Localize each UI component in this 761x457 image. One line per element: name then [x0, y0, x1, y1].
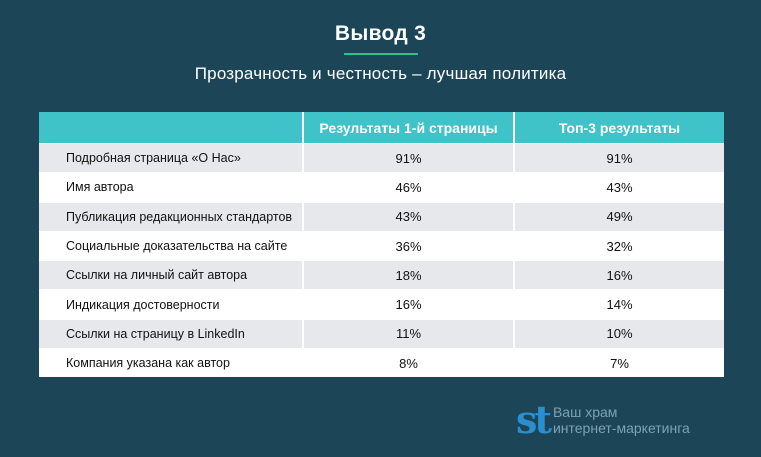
row-label: Ссылки на страницу в LinkedIn — [39, 318, 303, 349]
page1-value: 91% — [302, 142, 514, 173]
page-subtitle: Прозрачность и честность – лучшая полити… — [194, 64, 567, 83]
page-title: Вывод 3 — [334, 22, 427, 45]
table-row: Ссылки на страницу в LinkedIn 11% 10% — [39, 318, 724, 349]
top3-value: 43% — [513, 172, 724, 203]
row-label: Публикация редакционных стандартов — [39, 201, 303, 232]
comparison-table: Результаты 1-й страницы Топ-3 результаты… — [39, 112, 724, 378]
table-row: Имя автора 46% 43% — [39, 172, 724, 203]
column-header-factor — [39, 112, 303, 144]
column-header-page1: Результаты 1-й страницы — [302, 112, 514, 144]
top3-value: 7% — [513, 348, 724, 378]
page1-value: 16% — [302, 289, 514, 320]
row-label: Имя автора — [39, 172, 303, 203]
table-row: Подробная страница «О Нас» 91% 91% — [39, 142, 724, 173]
top3-value: 91% — [513, 142, 724, 173]
top3-value: 16% — [513, 260, 724, 290]
title-underline — [344, 53, 418, 55]
page1-value: 36% — [302, 230, 514, 261]
column-header-top3: Топ-3 результаты — [513, 112, 724, 144]
page1-value: 46% — [302, 172, 514, 203]
table-row: Публикация редакционных стандартов 43% 4… — [39, 201, 724, 232]
row-label: Индикация достоверности — [39, 289, 303, 320]
table-header-row: Результаты 1-й страницы Топ-3 результаты — [39, 112, 724, 144]
page1-value: 11% — [302, 318, 514, 349]
row-label: Компания указана как автор — [39, 348, 303, 378]
top3-value: 49% — [513, 201, 724, 232]
table-row: Социальные доказательства на сайте 36% 3… — [39, 230, 724, 261]
table-row: Индикация достоверности 16% 14% — [39, 289, 724, 320]
table-row: Компания указана как автор 8% 7% — [39, 348, 724, 378]
page1-value: 8% — [302, 348, 514, 378]
page1-value: 18% — [302, 260, 514, 290]
row-label: Ссылки на личный сайт автора — [39, 260, 303, 290]
brand-tagline: Ваш храм интернет-маркетинга — [553, 404, 690, 436]
row-label: Подробная страница «О Нас» — [39, 142, 303, 173]
brand-watermark: st Ваш храм интернет-маркетинга — [516, 398, 690, 442]
page1-value: 43% — [302, 201, 514, 232]
top3-value: 32% — [513, 230, 724, 261]
table-row: Ссылки на личный сайт автора 18% 16% — [39, 260, 724, 290]
brand-logo: st — [516, 397, 552, 442]
brand-tagline-line2: интернет-маркетинга — [552, 420, 690, 436]
brand-tagline-line1: Ваш храм — [552, 404, 618, 420]
row-label: Социальные доказательства на сайте — [39, 230, 303, 261]
top3-value: 10% — [513, 318, 724, 349]
top3-value: 14% — [513, 289, 724, 320]
